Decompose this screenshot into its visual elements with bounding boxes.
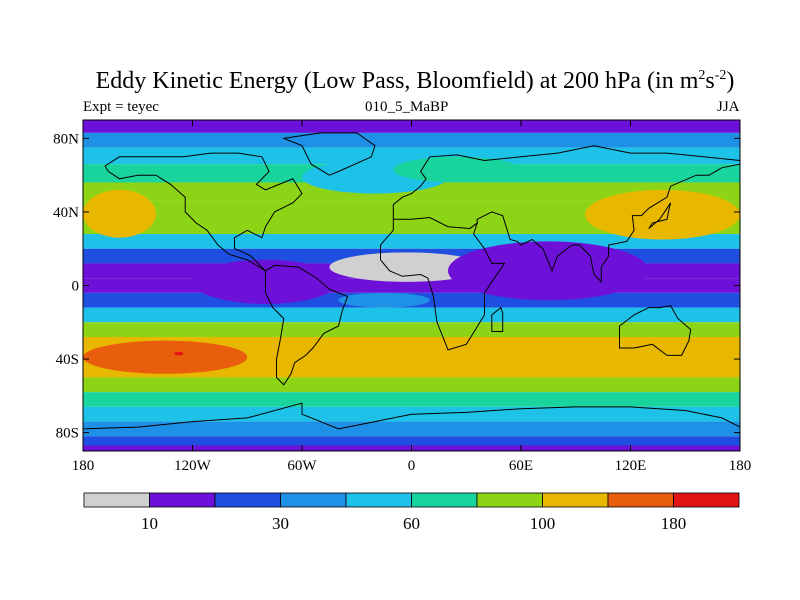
field-anomaly-15 [338,292,430,308]
colorbar-swatch-2 [214,492,281,508]
coastline-9 [648,202,672,229]
field-anomaly-12 [448,241,649,301]
colorbar-swatch-8 [607,492,674,508]
y-tick-label-4: 80S [56,426,79,442]
coastline-3 [392,145,740,220]
colorbar-swatch-1 [149,492,216,508]
colorbar-label-0: 10 [141,514,158,533]
coastline-5 [469,163,740,284]
coastlines [83,132,740,430]
colorbar: 10 30 60 100 180 [83,492,740,533]
subtitle-right: JJA [717,99,740,115]
colorbar-swatch-7 [542,492,609,508]
x-tick-label-1: 120W [174,458,212,474]
zonal-band-12 [83,322,740,337]
x-tick-label-5: 120E [615,458,647,474]
zonal-band-0 [83,120,740,133]
colorbar-swatch-3 [280,492,347,508]
x-tick-label-0: 180 [72,458,95,474]
zonal-band-14 [83,377,740,393]
colorbar-swatch-0 [83,492,150,508]
coastline-6 [619,305,692,356]
zonal-band-1 [83,132,740,148]
x-tick-label-3: 0 [408,458,416,474]
zonal-band-15 [83,392,740,407]
subtitle-center: 010_5_MaBP [365,99,449,115]
y-tick-label-2: 0 [72,279,80,295]
colorbar-label-1: 30 [272,514,289,533]
coastline-1 [265,264,349,386]
coastline-7 [83,402,740,430]
field-anomaly-14 [393,156,521,183]
axes: 180 120W 60W 0 60E 120E 180 80N 40N 0 40S 80S [53,120,751,474]
colorbar-label-3: 100 [530,514,556,533]
field-anomaly-6 [174,351,184,356]
field-anomaly-8 [329,252,485,282]
colorbar-swatch-5 [411,492,478,508]
chart-title: Eddy Kinetic Energy (Low Pass, Bloomfiel… [95,68,735,94]
field-anomaly-5 [110,348,239,367]
zonal-band-18 [83,436,740,446]
coastline-0 [104,152,303,272]
colorbar-swatch-6 [476,492,543,508]
subtitle-left: Expt = teyec [83,99,159,115]
y-tick-label-3: 40S [56,352,79,368]
coastline-8 [491,306,504,332]
y-tick-label-0: 80N [53,131,79,147]
y-tick-label-1: 40N [53,205,79,221]
x-tick-label-6: 180 [729,458,752,474]
field-anomaly-7 [612,340,704,369]
zonal-band-17 [83,421,740,437]
colorbar-swatch-4 [345,492,412,508]
heatmap-field [83,120,740,451]
coastline-2 [281,132,376,176]
zonal-band-2 [83,147,740,165]
x-tick-label-4: 60E [509,458,533,474]
zonal-band-4 [83,182,740,201]
x-tick-label-2: 60W [287,458,317,474]
colorbar-label-2: 60 [403,514,420,533]
colorbar-swatch-9 [673,492,740,508]
zonal-band-11 [83,307,740,323]
field-anomaly-1 [83,189,156,238]
colorbar-label-4: 180 [661,514,687,533]
